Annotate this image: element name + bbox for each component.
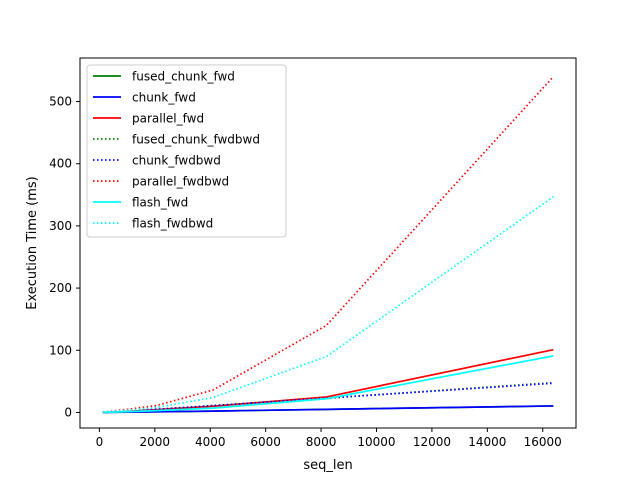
y-tick-label: 500 (49, 95, 72, 109)
legend-label-flash-fwdbwd: flash_fwdbwd (132, 217, 213, 231)
y-tick-label: 400 (49, 157, 72, 171)
x-tick-label: 10000 (357, 435, 395, 449)
legend-label-chunk-fwd: chunk_fwd (132, 91, 196, 105)
legend-label-fused-chunk-fwdbwd: fused_chunk_fwdbwd (132, 133, 260, 147)
legend-label-flash-fwd: flash_fwd (132, 196, 188, 210)
legend-label-chunk-fwdbwd: chunk_fwdbwd (132, 154, 221, 168)
plot-frame (79, 57, 577, 429)
y-tick-label: 300 (49, 219, 72, 233)
y-tick-label: 100 (49, 343, 72, 357)
x-tick-label: 12000 (413, 435, 451, 449)
legend-label-parallel-fwdbwd: parallel_fwdbwd (132, 175, 229, 189)
x-tick-label: 14000 (468, 435, 506, 449)
x-axis-ticks: 0 2000 4000 6000 8000 10000 12000 14000 16000 (96, 428, 562, 449)
y-axis-label: Execution Time (ms) (25, 176, 40, 309)
x-axis-label: seq_len (303, 458, 352, 473)
y-tick-label: 200 (49, 281, 72, 295)
y-tick-label: 0 (64, 405, 72, 419)
x-tick-label: 6000 (250, 435, 281, 449)
legend-label-parallel-fwd: parallel_fwd (132, 112, 204, 126)
y-axis-ticks: 0 100 200 300 400 500 (49, 95, 80, 419)
x-tick-label: 0 (96, 435, 104, 449)
legend-items: fused_chunk_fwd chunk_fwd parallel_fwdfuse… (93, 70, 260, 231)
legend-box (86, 64, 287, 238)
legend: fused_chunk_fwd chunk_fwd parallel_fwdfuse… (86, 64, 287, 238)
x-tick-label: 2000 (140, 435, 171, 449)
series-line-flash-fwdbwd (102, 195, 554, 413)
x-tick-label: 4000 (195, 435, 226, 449)
x-tick-label: 16000 (524, 435, 562, 449)
legend-label-fused-chunk-fwd: fused_chunk_fwd (132, 70, 235, 84)
x-tick-label: 8000 (306, 435, 337, 449)
series-layer (102, 76, 555, 414)
